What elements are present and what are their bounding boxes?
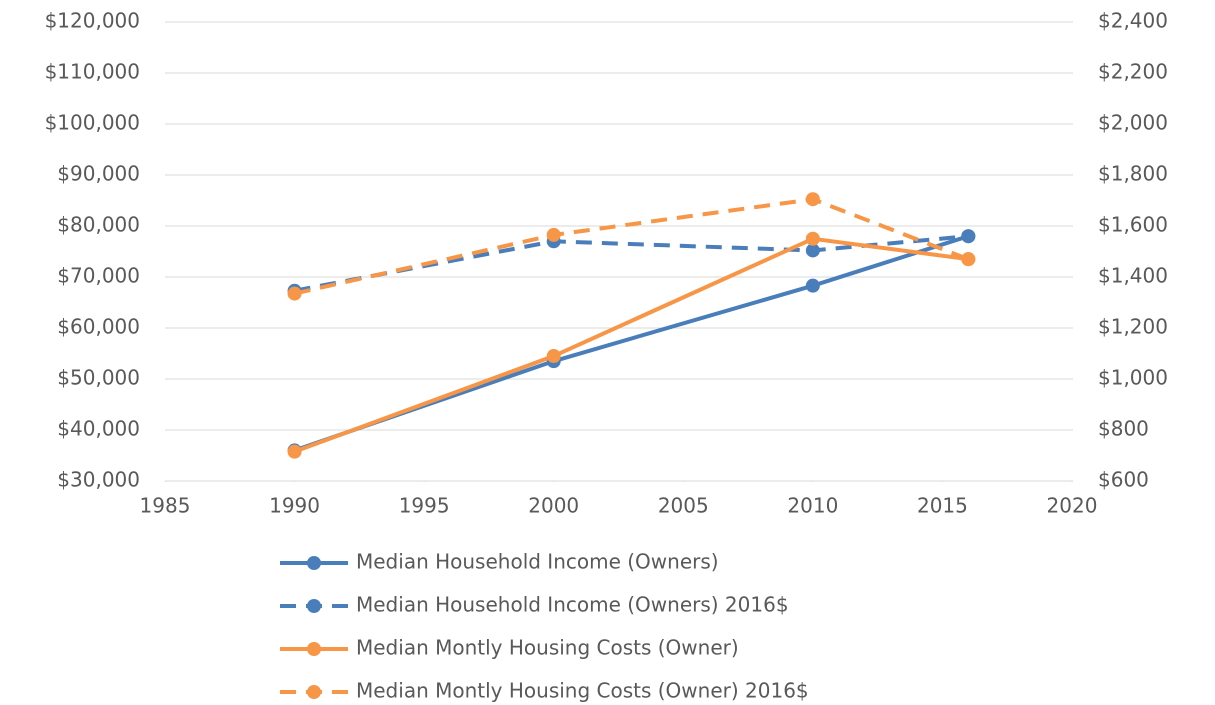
y2-tick-label: $600 (1098, 468, 1149, 492)
point (287, 286, 302, 301)
legend-label: Median Montly Housing Costs (Owner) 2016… (356, 679, 809, 703)
x-tick-label: 1995 (399, 494, 450, 518)
y2-tick-label: $1,800 (1098, 162, 1168, 186)
legend-label: Median Household Income (Owners) 2016$ (356, 593, 789, 617)
point (961, 252, 976, 267)
x-tick-label: 1990 (269, 494, 320, 518)
point (546, 349, 561, 364)
y-tick-label: $120,000 (45, 9, 140, 33)
point (805, 243, 820, 258)
x-tick-label: 2020 (1047, 494, 1098, 518)
point (546, 227, 561, 242)
y2-tick-label: $1,000 (1098, 366, 1168, 390)
y-tick-label: $110,000 (45, 60, 140, 84)
y-tick-label: $30,000 (57, 468, 140, 492)
y2-tick-label: $2,200 (1098, 60, 1168, 84)
y2-tick-label: $1,200 (1098, 315, 1168, 339)
y2-tick-label: $2,400 (1098, 9, 1168, 33)
point (805, 278, 820, 293)
legend-marker (307, 556, 321, 570)
y-tick-label: $40,000 (57, 417, 140, 441)
legend-marker (307, 599, 321, 613)
point (805, 231, 820, 246)
y-tick-label: $80,000 (57, 213, 140, 237)
x-tick-label: 2000 (528, 494, 579, 518)
legend-marker (307, 685, 321, 699)
point (961, 229, 976, 244)
x-tick-label: 1985 (140, 494, 191, 518)
y2-tick-label: $800 (1098, 417, 1149, 441)
y2-tick-label: $1,400 (1098, 264, 1168, 288)
point (287, 444, 302, 459)
y-tick-label: $50,000 (57, 366, 140, 390)
legend-label: Median Household Income (Owners) (356, 550, 719, 574)
y-tick-label: $90,000 (57, 162, 140, 186)
legend-label: Median Montly Housing Costs (Owner) (356, 636, 739, 660)
y2-tick-label: $1,600 (1098, 213, 1168, 237)
series-line (293, 234, 969, 453)
x-tick-label: 2010 (787, 494, 838, 518)
x-tick-label: 2015 (917, 494, 968, 518)
y-tick-label: $70,000 (57, 264, 140, 288)
series-line (294, 197, 970, 296)
y2-tick-label: $2,000 (1098, 111, 1168, 135)
x-tick-label: 2005 (658, 494, 709, 518)
series-line (293, 236, 969, 454)
legend-marker (307, 642, 321, 656)
y-tick-label: $100,000 (45, 111, 140, 135)
y-tick-label: $60,000 (57, 315, 140, 339)
point (805, 192, 820, 207)
